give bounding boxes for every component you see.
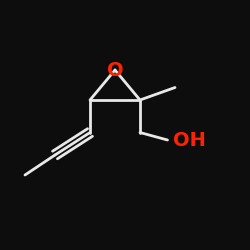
Text: O: O	[107, 60, 123, 80]
Text: OH: OH	[172, 130, 206, 150]
